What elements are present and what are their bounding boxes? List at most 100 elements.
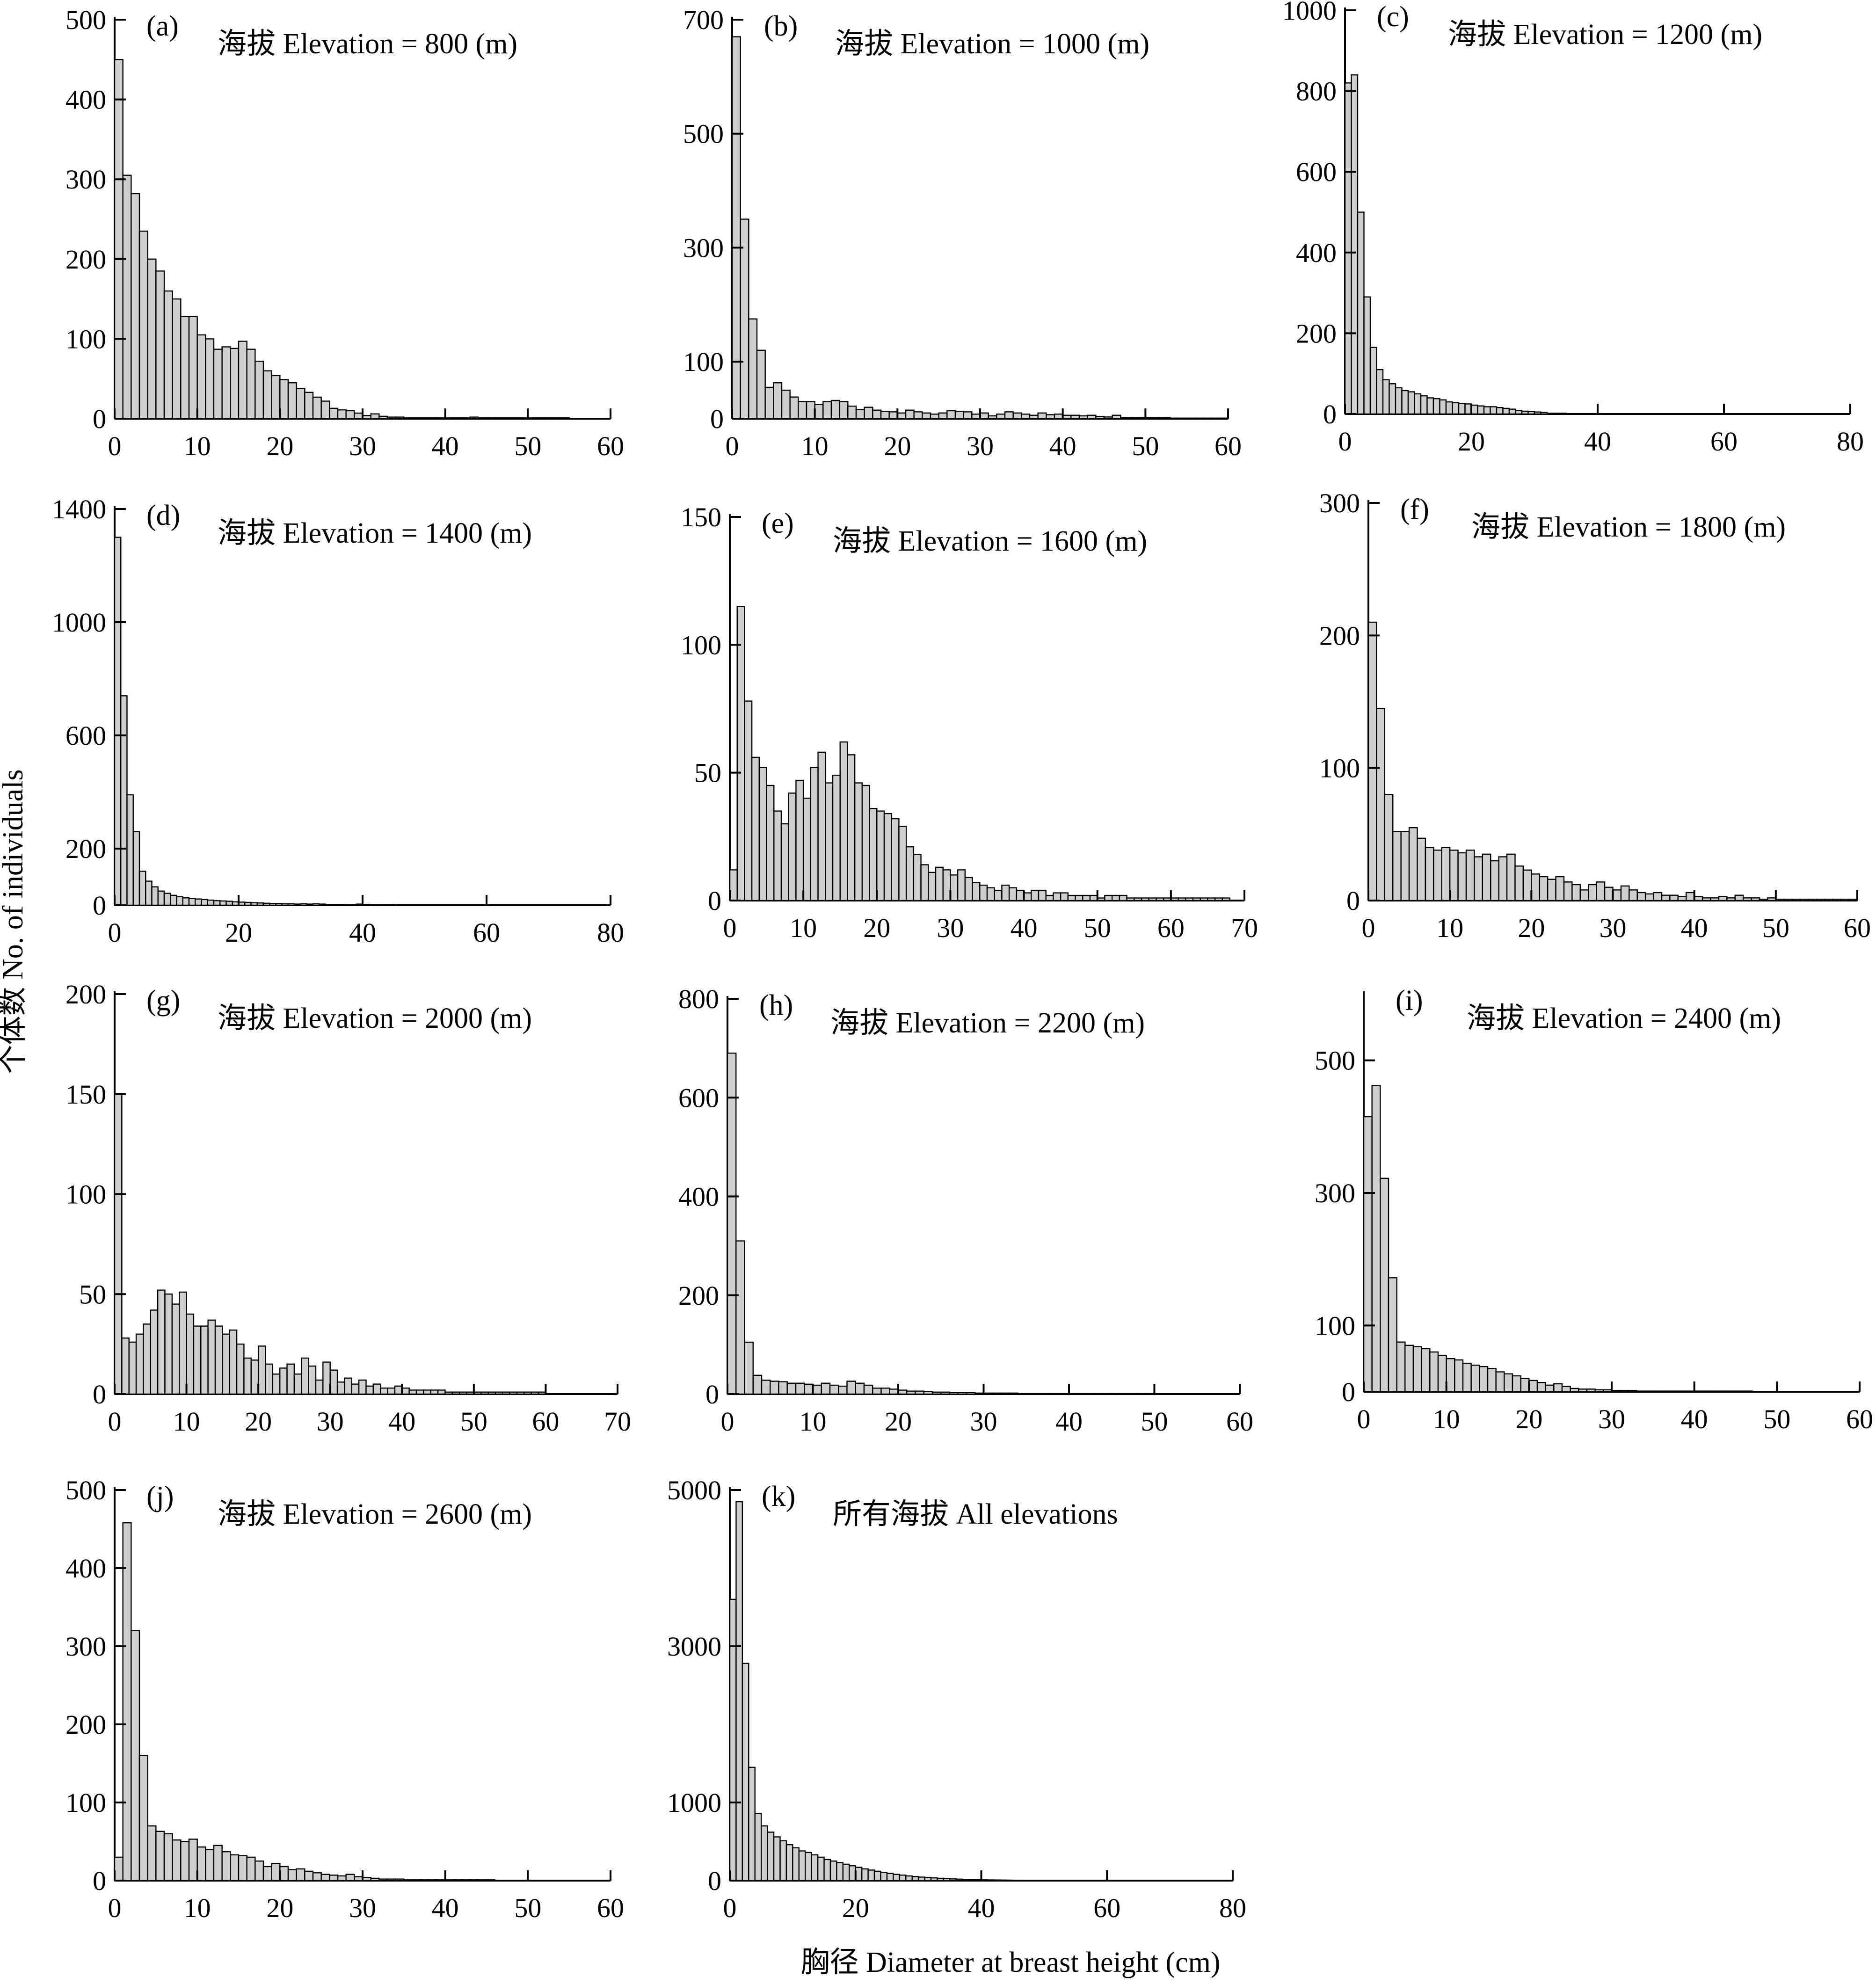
histogram-bar [320,1874,330,1882]
x-tick-label: 40 [1011,913,1038,943]
histogram-bar [795,779,804,901]
histogram-bar [1357,211,1365,415]
histogram-bar [1718,896,1728,901]
histogram-bar [329,1875,339,1882]
histogram-bar [1490,860,1499,901]
histogram-bar [1103,416,1113,420]
panel-title: 海拔 Elevation = 1600 (m) [833,525,1147,557]
histogram-bar [1222,897,1230,901]
histogram-bar [880,410,890,420]
x-tick-label: 50 [1763,1404,1790,1434]
histogram-bar [1536,1381,1546,1393]
histogram-bar [250,902,258,906]
histogram-bar [898,826,907,901]
x-tick-label: 60 [1214,431,1242,461]
histogram-bar [942,869,951,901]
histogram-bar [387,1387,396,1395]
histogram-bar [1192,897,1201,901]
histogram-bar [886,1873,894,1882]
histogram-bar [122,174,132,420]
histogram-bar [296,1868,305,1882]
histogram-bar [1178,417,1187,420]
histogram-bar [937,1877,945,1882]
histogram-bar [1037,412,1047,420]
histogram-bar [1677,1390,1687,1393]
histogram-bar [1636,1390,1645,1393]
histogram-bar [1546,413,1554,415]
histogram-bar [839,741,848,901]
histogram-bar [940,1391,950,1395]
x-tick-label: 20 [842,1893,869,1923]
histogram-bar [502,1391,510,1395]
histogram-bar [957,1392,967,1395]
histogram-bar [1016,889,1025,901]
histogram-bar [1534,411,1542,415]
histogram-bar [1531,873,1540,901]
histogram-bar [1412,1346,1422,1393]
histogram-bar [262,1866,272,1882]
histogram-bar [365,1385,374,1395]
histogram-bar [1414,393,1422,415]
histogram-bar [201,899,208,906]
histogram-bar [193,1325,202,1395]
histogram-bar [516,1391,525,1395]
histogram-bar [254,1860,264,1882]
histogram-bar [458,1391,467,1395]
chart-panel: 0 100 300 500 700 0 10 20 30 40 50 60 (b) 海拔 Elevatio… [683,5,1242,461]
x-tick-label: 10 [800,1406,827,1437]
histogram-bar [994,889,1003,901]
histogram-bar [872,409,882,420]
histogram-bar [351,1383,360,1395]
histogram-bar [847,754,856,901]
histogram-bar [1082,894,1091,901]
histogram-bar [854,782,863,901]
histogram-bar [811,1854,819,1882]
histogram-bar [1111,894,1120,901]
histogram-bar [279,1866,289,1882]
histogram-bar [287,903,295,906]
histogram-bar [120,695,128,906]
histogram-bar [822,401,832,420]
histogram-bar [487,1391,496,1395]
histogram-bar [767,1831,775,1882]
histogram-bar [196,1846,206,1882]
histogram-bar [1555,876,1565,901]
histogram-bar [897,412,907,420]
x-tick-label: 40 [1584,426,1611,457]
histogram-bar [147,258,157,420]
histogram-bar [766,785,775,901]
x-tick-label: 80 [597,917,624,948]
y-tick-label: 100 [1315,1310,1355,1341]
histogram-bar [1389,383,1396,415]
histogram-bar [1710,1390,1720,1393]
histogram-bar [1070,414,1080,420]
histogram-bar [1054,414,1063,420]
histogram-bar [1433,850,1442,901]
histogram-bar [751,756,760,901]
histogram-bar [996,414,1006,420]
histogram-bar [1477,405,1485,415]
histogram-bar [1619,1389,1629,1393]
y-tick-label: 100 [65,1179,106,1210]
histogram-bar [320,400,330,420]
histogram-bar [735,1240,745,1395]
histogram-bar [935,866,944,901]
histogram-bar [138,1755,148,1882]
y-tick-label: 1000 [52,607,106,638]
chart-panel: 0 1000 3000 5000 0 20 40 60 80 (k) 所有海拔 All elevat… [667,1475,1246,1923]
histogram-bar [138,871,146,906]
histogram-bar [180,316,190,420]
histogram-bar [1344,82,1352,415]
histogram-bar [913,854,922,901]
histogram-bar [1008,887,1018,901]
histogram-bar [867,1869,875,1882]
histogram-bar [415,1389,424,1395]
histogram-bar [1400,831,1410,901]
histogram-bar [805,1852,812,1882]
histogram-bar [272,1374,281,1395]
histogram-bar [889,1388,899,1395]
histogram-bar [888,411,898,420]
x-tick-label: 40 [349,917,376,948]
histogram-bar [157,1289,166,1395]
histogram-bar [370,1877,380,1882]
